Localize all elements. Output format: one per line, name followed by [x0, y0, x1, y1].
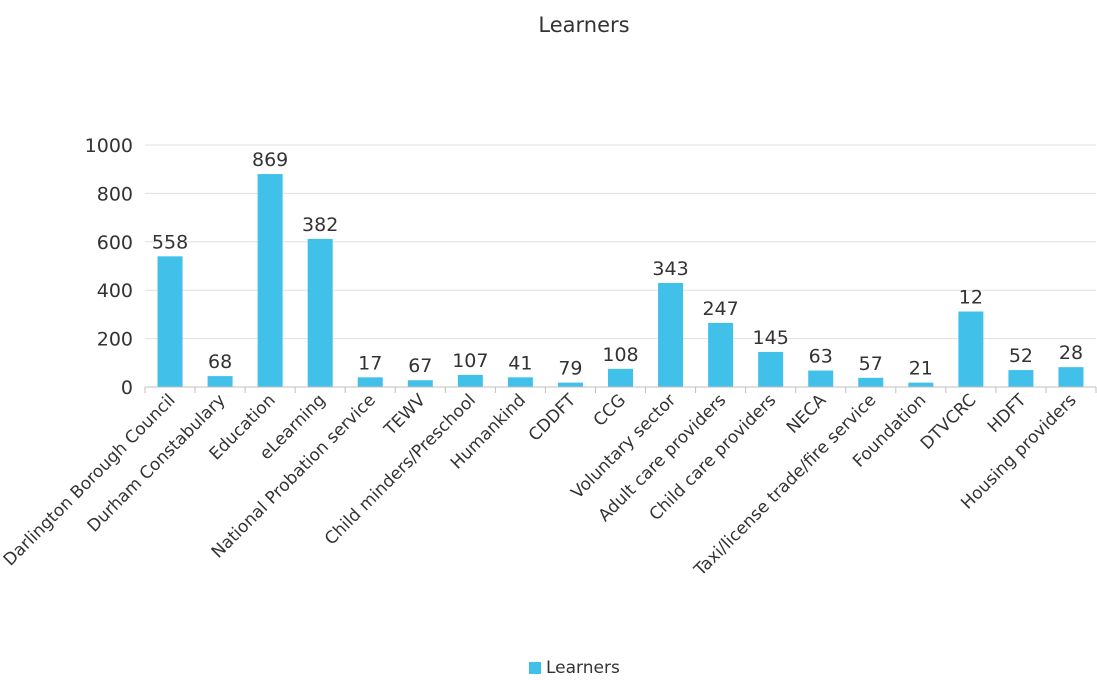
x-tick-label: CCG [590, 390, 630, 430]
bar [157, 256, 183, 387]
bar [557, 382, 583, 387]
bar [858, 377, 884, 387]
data-label: 68 [208, 351, 232, 373]
data-label: 108 [602, 344, 638, 366]
bar [958, 311, 984, 387]
bar [758, 351, 784, 387]
x-tick-label: DTVCRC [917, 390, 981, 454]
legend-swatch [529, 662, 541, 674]
bar [357, 377, 383, 387]
bar [257, 174, 283, 387]
data-label: 67 [408, 355, 432, 377]
data-label: 145 [753, 327, 789, 349]
data-label: 41 [508, 352, 532, 374]
x-tick-label: NECA [783, 390, 831, 438]
data-label: 52 [1009, 345, 1033, 367]
y-axis-ticks: 0 200 400 600 800 1000 [85, 135, 133, 399]
bar [908, 382, 934, 387]
x-tick-label: CDDFT [525, 390, 581, 446]
data-label: 343 [652, 258, 688, 280]
bar [1008, 370, 1034, 387]
data-label: 79 [558, 358, 582, 380]
data-label: 28 [1059, 342, 1083, 364]
legend-label: Learners [546, 658, 620, 678]
bar [1058, 367, 1084, 387]
data-label: 382 [302, 214, 338, 236]
bar [808, 370, 834, 387]
bar [658, 282, 684, 387]
bar [407, 380, 433, 387]
bar [708, 322, 734, 387]
data-label: 21 [909, 358, 933, 380]
data-label: 247 [702, 298, 738, 320]
bar [207, 376, 233, 387]
y-tick-label: 800 [97, 183, 133, 205]
data-label: 107 [452, 350, 488, 372]
legend: Learners [529, 658, 620, 678]
data-label: 63 [809, 346, 833, 368]
data-label: 57 [859, 353, 883, 375]
chart-title: Learners [538, 13, 629, 37]
bar [507, 377, 533, 387]
data-label: 17 [358, 352, 382, 374]
data-label: 12 [959, 286, 983, 308]
x-tick-label: Taxi/license trade/fire service [690, 390, 880, 580]
data-label: 558 [152, 231, 188, 253]
bar [307, 238, 333, 387]
bar [608, 368, 633, 387]
y-tick-label: 400 [97, 280, 133, 302]
gridlines [145, 144, 1096, 340]
y-tick-label: 200 [97, 329, 133, 351]
x-tick-label: HDFT [984, 390, 1031, 437]
bars [157, 174, 1084, 387]
y-tick-label: 600 [97, 232, 133, 254]
y-tick-label: 0 [121, 377, 133, 399]
bar [457, 374, 483, 387]
data-labels: 558 68 869 382 17 67 107 41 79 108 343 247 145 63 57 21… [152, 149, 1083, 380]
y-tick-label: 1000 [85, 135, 133, 157]
data-label: 869 [252, 149, 288, 171]
